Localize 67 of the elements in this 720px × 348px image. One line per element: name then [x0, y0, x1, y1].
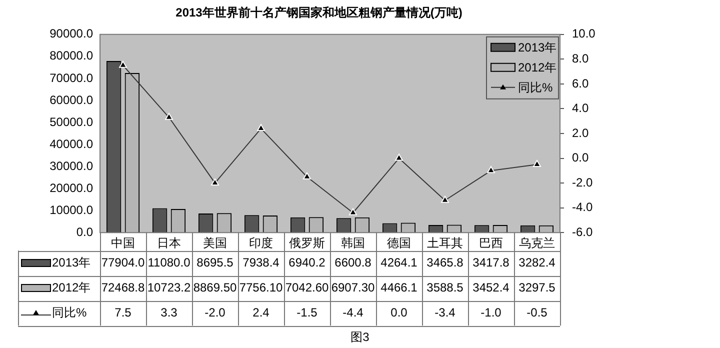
data-label: 3452.4 — [472, 280, 510, 294]
data-label: 4264.1 — [380, 255, 418, 270]
y2-tick-label: -2.0 — [572, 175, 594, 190]
text: 2013年 — [52, 255, 91, 270]
caption: 图3 — [350, 330, 370, 344]
y-tick-label: 0.0 — [76, 224, 94, 239]
data-label: -1.5 — [296, 305, 318, 320]
data-label: -2.0 — [204, 305, 226, 320]
data-label: 8695.5 — [196, 255, 234, 270]
y-tick-label: 40000.0 — [50, 136, 94, 151]
data-label: -0.5 — [526, 305, 548, 320]
chart-title: 2013年世界前十名产钢国家和地区粗钢产量情况(万吨) — [176, 6, 462, 20]
x-tick-label: 印度 — [249, 236, 273, 250]
data-label: 3282.4 — [518, 255, 556, 270]
x-tick-label: 巴西 — [479, 236, 503, 250]
y2-tick-label: 0.0 — [572, 150, 590, 165]
x-tick-label: 德国 — [387, 236, 411, 250]
x-tick-label: 俄罗斯 — [289, 236, 325, 250]
data-label: -4.4 — [342, 305, 364, 320]
x-tick-label: 韩国 — [341, 236, 365, 250]
data-label: 6907.30 — [331, 280, 376, 294]
data-label: 2.4 — [252, 305, 270, 320]
y-tick-label: 90000.0 — [50, 26, 94, 41]
y2-tick-label: 10.0 — [572, 26, 596, 41]
y-tick-label: 70000.0 — [50, 70, 94, 85]
x-tick-label: 乌克兰 — [519, 236, 555, 250]
data-label: 0.0 — [390, 305, 408, 320]
y2-tick-label: -4.0 — [572, 200, 594, 214]
y2-tick-label: 2.0 — [572, 126, 590, 140]
data-label: 3588.5 — [426, 280, 464, 294]
data-label: 4466.1 — [380, 280, 418, 294]
y2-tick-label: -6.0 — [572, 224, 594, 239]
y-tick-label: 60000.0 — [50, 92, 94, 107]
y2-tick-label: 6.0 — [572, 76, 590, 90]
data-label: 8869.50 — [193, 280, 238, 294]
x-tick-label: 日本 — [157, 236, 181, 250]
y-tick-label: 10000.0 — [50, 202, 94, 217]
data-label: 6940.2 — [288, 255, 326, 270]
data-label: 7938.4 — [242, 255, 280, 270]
data-label: 7.5 — [114, 305, 132, 320]
y-tick-label: 20000.0 — [50, 180, 94, 195]
data-label: 11080.0 — [148, 255, 191, 270]
data-label: -3.4 — [434, 305, 456, 320]
y2-tick-label: 4.0 — [572, 101, 590, 116]
legend-label: 2013年 — [518, 40, 557, 55]
legend-label: 同比% — [518, 80, 553, 95]
x-tick-label: 中国 — [111, 236, 135, 250]
data-label: 3465.8 — [426, 255, 464, 270]
x-tick-label: 美国 — [203, 236, 227, 250]
x-tick-label: 土耳其 — [427, 236, 463, 250]
data-label: 7756.10 — [239, 280, 284, 294]
text: 同比% — [52, 305, 87, 320]
data-label: -1.0 — [480, 305, 502, 320]
y-tick-label: 50000.0 — [50, 114, 94, 129]
text: 2012年 — [52, 280, 91, 294]
data-label: 72468.8 — [101, 280, 146, 294]
data-label: 6600.8 — [334, 255, 372, 270]
y-tick-label: 80000.0 — [50, 48, 94, 63]
data-label: 7042.60 — [285, 280, 330, 294]
legend-label: 2012年 — [518, 60, 557, 75]
data-label: 10723.2 — [147, 280, 192, 294]
data-label: 3297.5 — [518, 280, 556, 294]
data-label: 3417.8 — [472, 255, 510, 270]
data-label: 77904.0 — [101, 255, 146, 270]
y-tick-label: 30000.0 — [50, 158, 94, 173]
y2-tick-label: 8.0 — [572, 51, 590, 66]
data-label: 3.3 — [160, 305, 178, 320]
